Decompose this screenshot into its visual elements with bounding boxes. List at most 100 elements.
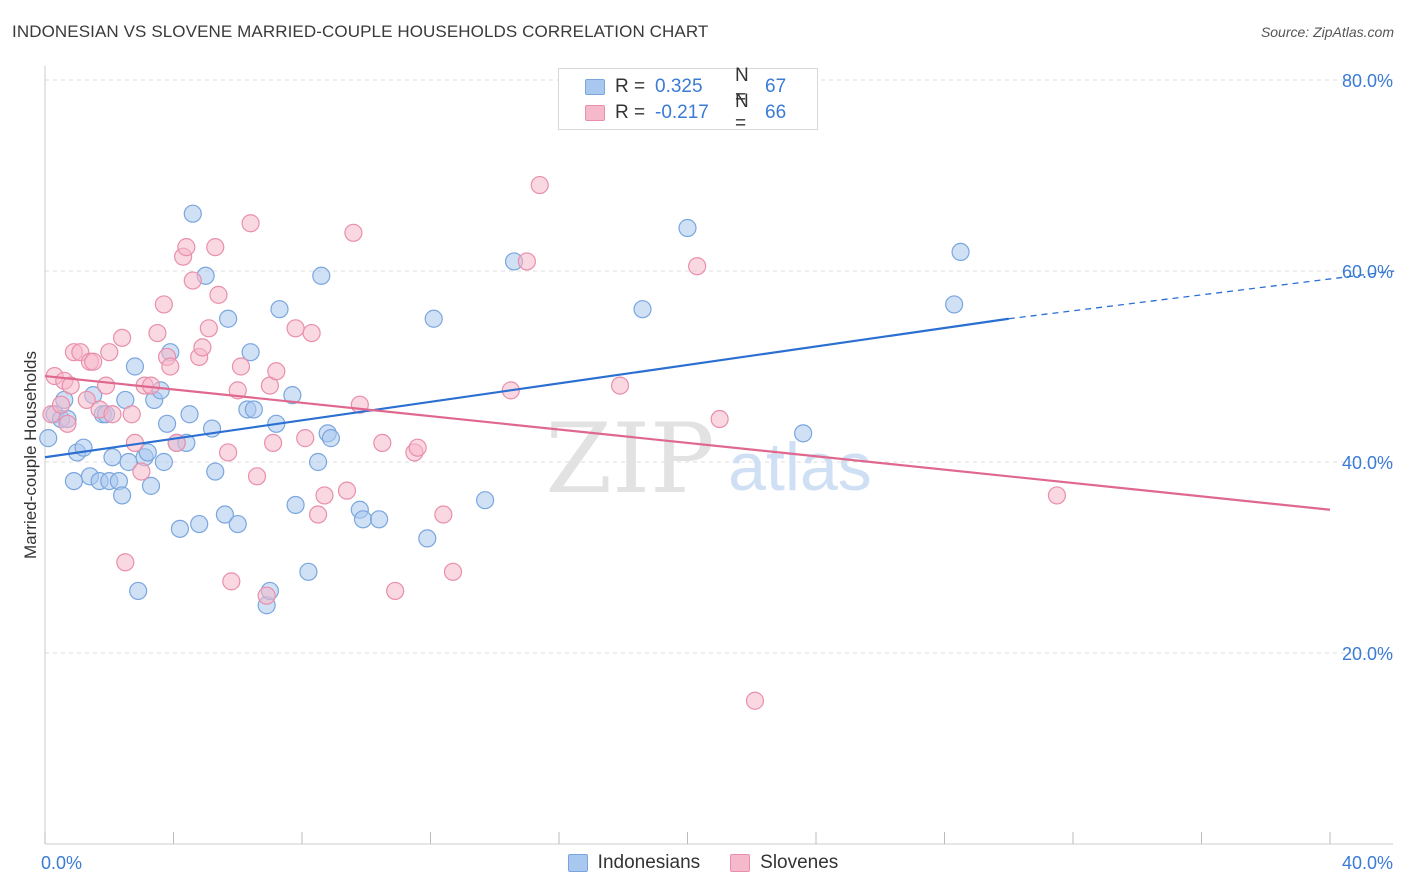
slovene-point [219,443,238,462]
slovene-point [116,553,135,572]
trend-lines [44,270,1395,511]
indonesian-point [228,514,247,534]
indonesian-point [951,242,970,261]
slovene-point [209,285,228,304]
indonesian-point [424,309,443,328]
slovene-point [183,271,202,290]
slovene-point [267,362,286,381]
slovene-point [530,175,549,195]
legend-r-label: R = [615,76,646,97]
slovene-point [100,343,119,362]
indonesian-point [154,452,173,472]
slovene-point [84,352,103,371]
slovene-point [77,390,96,410]
y-tick-label: 20.0% [1342,644,1393,664]
legend-row-slovenes: R = -0.217 N = 66 [585,91,787,134]
slovene-point [443,562,463,581]
indonesian-point [219,309,238,328]
data-points [39,175,1067,710]
indonesian-point [206,462,225,481]
y-tick-label: 80.0% [1342,71,1393,91]
correlation-legend: R = 0.325 N = 67 R = -0.217 N = 66 [558,65,818,134]
tick-labels: 0.0% 40.0% Married-couple Households 20.… [21,71,1393,873]
slovene-point [308,505,328,524]
indonesian-point [370,510,389,529]
indonesian-point [244,400,263,419]
slovene-point [148,323,167,343]
slovene-point [408,438,427,457]
indonesian-point [321,429,341,448]
legend-n-value: 66 [765,102,787,123]
slovene-point [247,467,267,486]
indonesian-point [794,424,813,443]
legend-r-value: -0.217 [655,102,709,123]
indonesian-point [103,448,122,467]
trend-line-extension [1008,270,1395,320]
indonesian-point [286,495,305,515]
slovene-point [710,409,729,429]
indonesian-point [112,486,132,505]
indonesian-point [312,266,331,285]
slovene-point [199,319,218,338]
slovene-point [222,572,241,591]
indonesian-point [215,505,234,524]
slovene-point [112,328,132,347]
indonesian-point [39,429,58,448]
indonesian-point [125,357,145,376]
trend-line-slovenes [44,374,1331,511]
indonesian-point [353,510,373,529]
slovene-point [344,223,363,242]
legend-n-label: N = [735,91,749,134]
grid-lines [45,79,1393,654]
indonesian-point [129,581,148,601]
indonesian-point [283,386,302,405]
slovene-point [58,414,77,433]
x-tick-label-max: 40.0% [1342,853,1393,873]
y-tick-label: 60.0% [1342,262,1393,282]
slovene-point [517,252,536,271]
slovene-point [161,357,180,376]
slovene-point [61,376,80,395]
slovene-point [296,429,315,448]
slovene-point [154,295,173,314]
legend-swatch-pink [585,105,605,121]
indonesian-point [633,300,652,319]
slovene-point [96,376,116,395]
legend-swatch-blue [585,79,605,95]
slovene-point [206,238,225,257]
legend-item-indonesians[interactable]: Indonesians [567,852,700,874]
slovene-point [688,257,707,276]
indonesian-point [678,218,697,238]
indonesian-point [476,491,495,510]
y-axis-label: Married-couple Households [21,351,40,559]
slovene-point [241,214,260,233]
chart-title: INDONESIAN VS SLOVENE MARRIED-COUPLE HOU… [12,22,709,41]
legend-swatch-pink [730,854,751,872]
legend-item-slovenes[interactable]: Slovenes [730,852,838,874]
slovene-point [386,581,405,601]
slovene-point [286,319,305,338]
legend-swatch-blue [567,854,588,872]
slovene-point [315,486,334,505]
watermark: ZIP atlas [545,403,871,515]
slovene-point [263,433,283,452]
indonesian-point [64,472,84,491]
source-label: Source: ZipAtlas.com [1260,24,1394,40]
slovene-point [434,505,453,524]
x-tick-label-min: 0.0% [41,853,82,873]
slovene-point [122,405,141,424]
legend-r-label: R = [615,102,646,123]
legend-n-label: N = [735,65,749,108]
legend-r-value: 0.325 [655,76,703,97]
legend-row-indonesians: R = 0.325 N = 67 [585,65,787,108]
slovene-point [302,323,321,343]
slovene-point [337,481,357,500]
slovene-point [103,405,122,424]
slovene-point [132,462,151,481]
indonesian-point [170,519,190,538]
y-tick-label: 40.0% [1342,453,1393,473]
legend-n-value: 67 [765,76,787,97]
indonesian-point [138,443,157,462]
axes [44,66,1393,845]
